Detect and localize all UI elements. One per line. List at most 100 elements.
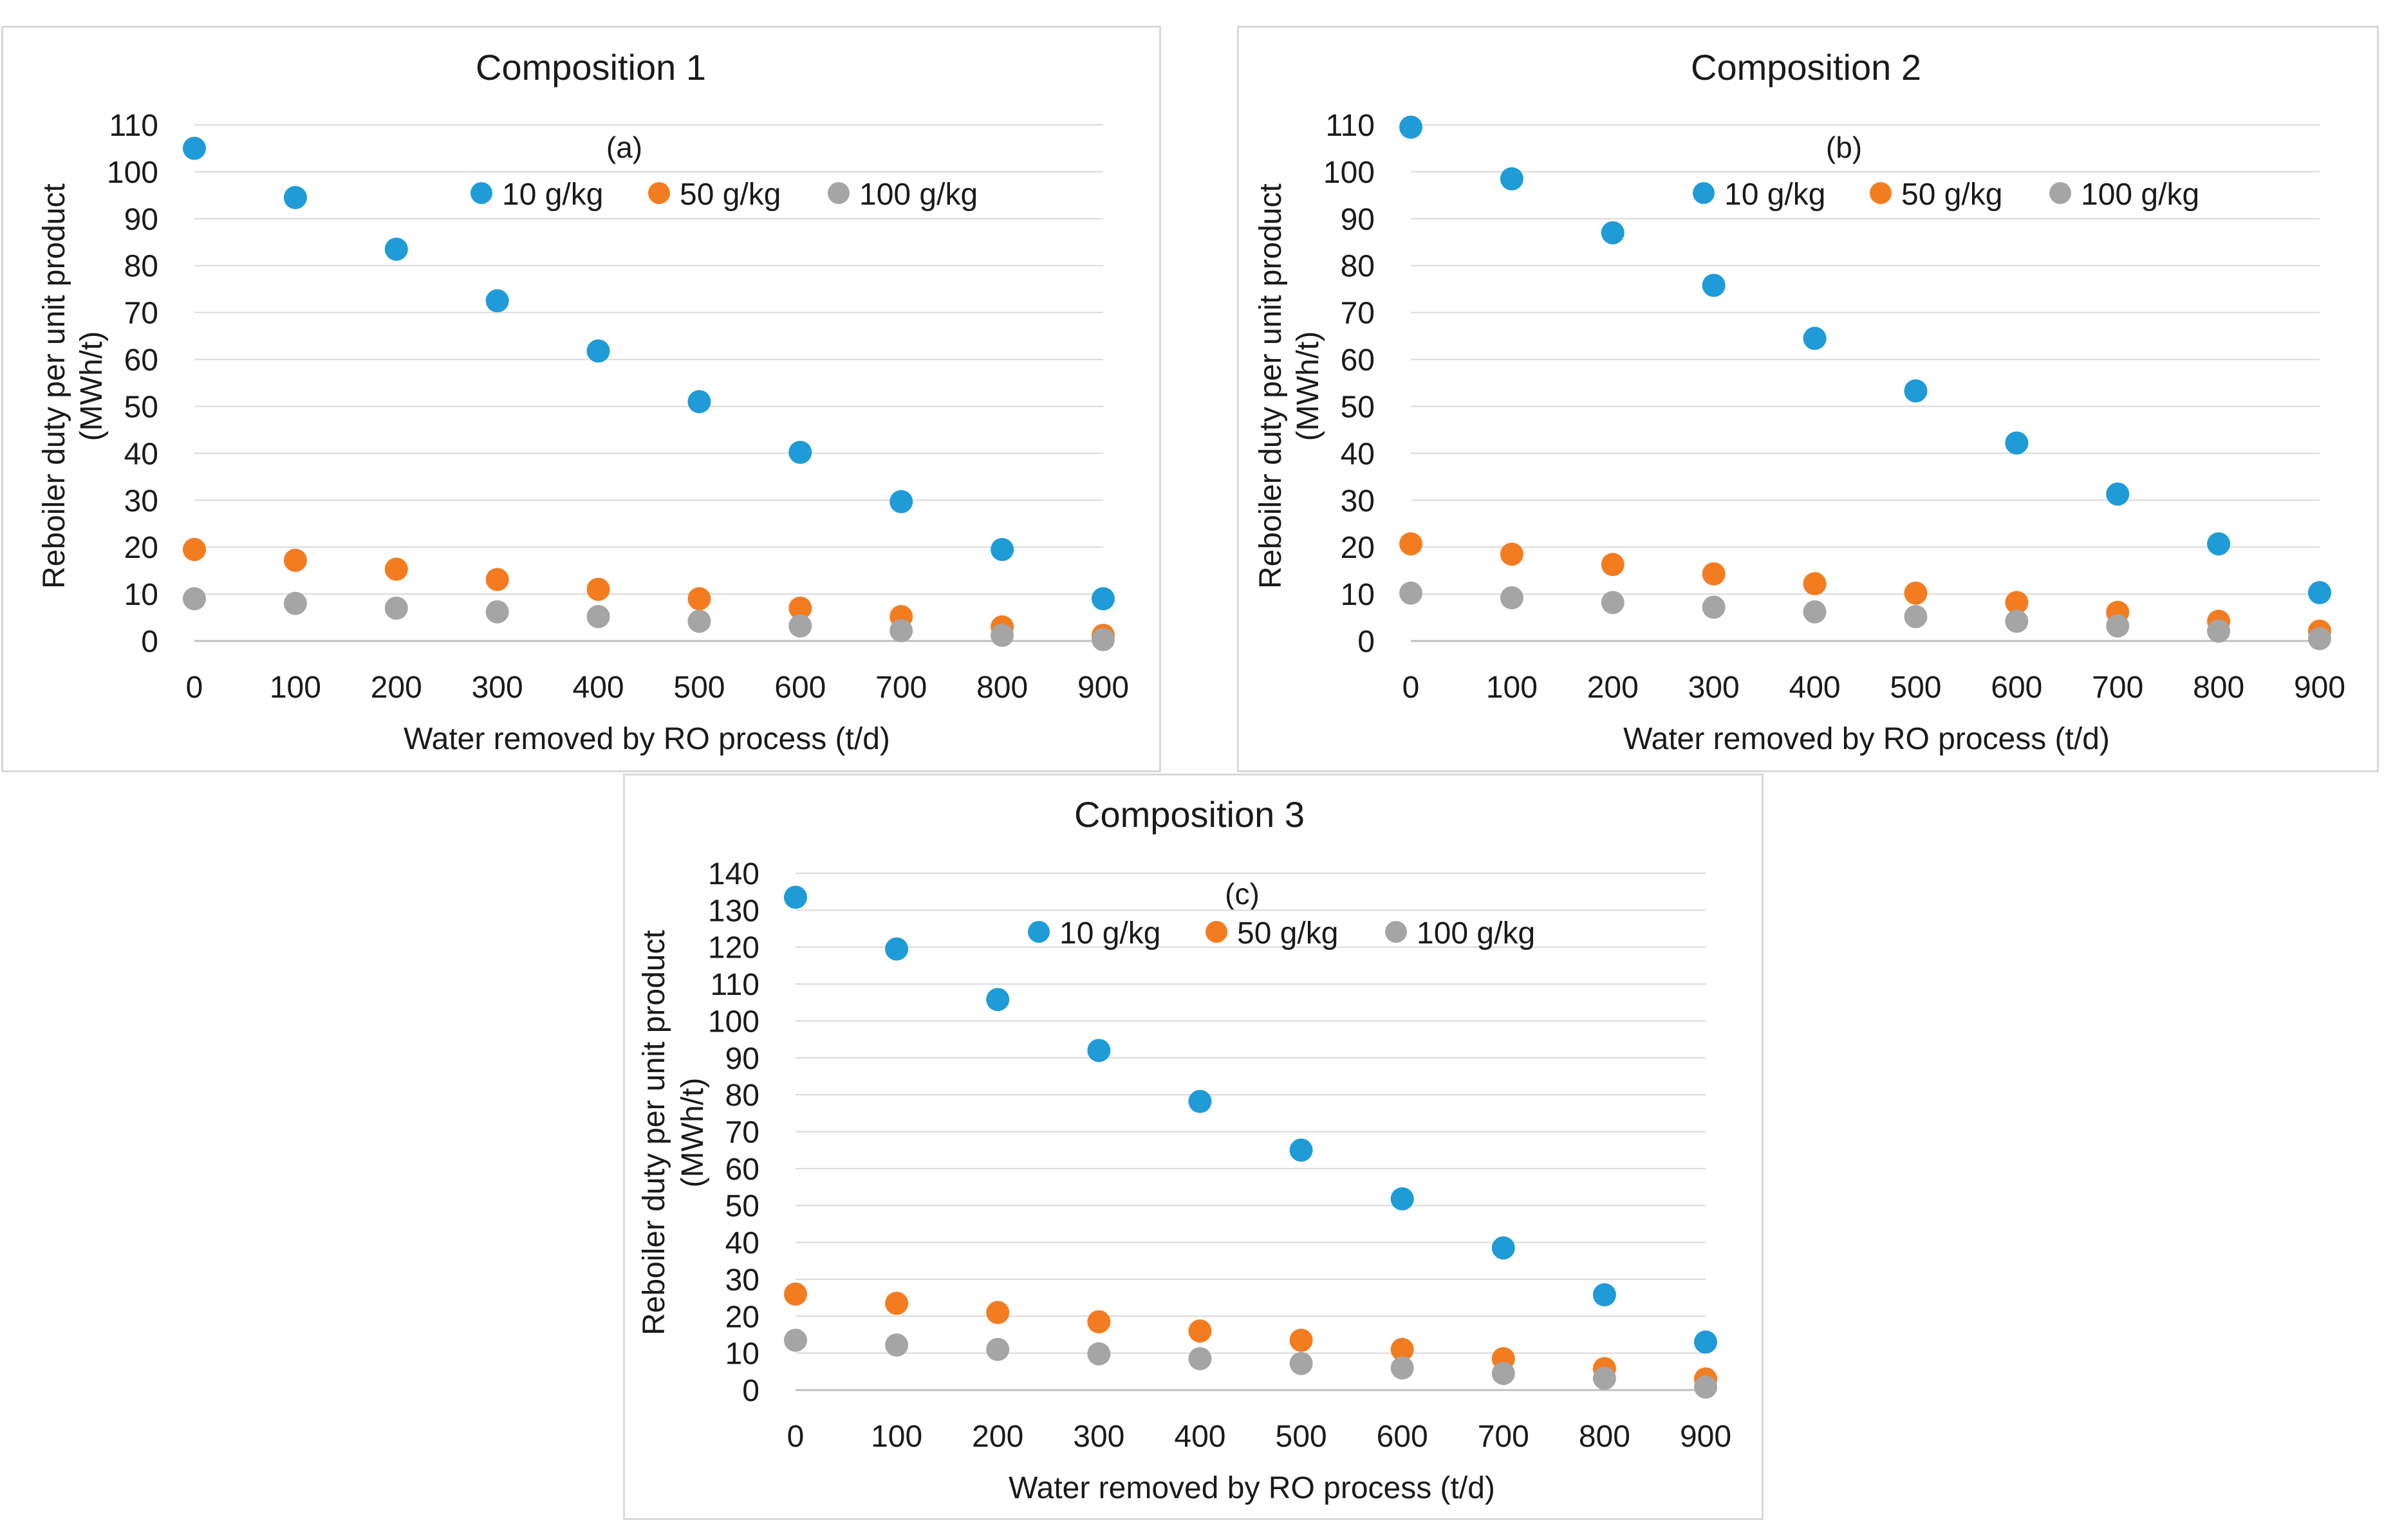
data-point — [1702, 274, 1726, 297]
data-point — [2106, 482, 2130, 506]
legend: 10 g/kg 50 g/kg 100 g/kg — [470, 178, 978, 212]
data-point — [384, 237, 408, 261]
legend-marker — [2049, 182, 2071, 204]
y-axis-unit: (MWh/t) — [1291, 331, 1325, 441]
x-axis-ticks: 0 100 200 300 400 500 600 700 800 900 — [787, 1420, 1731, 1454]
data-point — [986, 1337, 1010, 1361]
x-tick-label: 100 — [871, 1420, 922, 1454]
data-point — [586, 577, 610, 601]
legend-label: 50 g/kg — [1901, 178, 2002, 212]
data-point — [2308, 627, 2331, 651]
legend-label: 50 g/kg — [1237, 916, 1338, 951]
data-point — [784, 1328, 807, 1352]
x-tick-label: 900 — [1680, 1420, 1731, 1454]
data-point — [1702, 562, 1726, 586]
panel-label: (c) — [1225, 877, 1260, 911]
y-tick-label: 20 — [124, 531, 158, 565]
data-point — [1092, 627, 1115, 651]
data-point — [1188, 1347, 1212, 1371]
data-point — [1399, 532, 1422, 556]
legend-marker — [828, 182, 850, 204]
y-tick-label: 80 — [124, 250, 158, 284]
x-tick-label: 0 — [186, 671, 203, 705]
data-point — [788, 440, 812, 464]
legend-marker — [648, 182, 670, 204]
x-tick-label: 800 — [976, 671, 1028, 705]
y-tick-label: 120 — [708, 931, 759, 965]
x-axis-ticks: 0 100 200 300 400 500 600 700 800 900 — [186, 671, 1129, 705]
y-tick-label: 30 — [1341, 484, 1375, 518]
y-tick-label: 100 — [1323, 156, 1375, 190]
panel-label: (a) — [606, 131, 642, 164]
data-point — [183, 537, 206, 561]
data-point — [183, 136, 206, 160]
data-point — [1087, 1039, 1111, 1062]
y-tick-label: 80 — [1341, 250, 1375, 284]
data-point — [788, 614, 812, 638]
data-point — [986, 1301, 1010, 1324]
data-point — [1289, 1138, 1313, 1162]
data-point — [1500, 586, 1523, 609]
x-axis-label: Water removed by RO process (t/d) — [1623, 722, 2110, 756]
y-axis-label: Reboiler duty per unit product — [37, 183, 71, 589]
x-tick-label: 800 — [2193, 671, 2244, 705]
data-point — [687, 609, 711, 633]
data-point — [1694, 1330, 1717, 1354]
x-axis-label: Water removed by RO process (t/d) — [404, 722, 890, 756]
data-point — [586, 339, 610, 363]
data-point — [885, 1333, 909, 1357]
y-tick-label: 140 — [708, 857, 759, 891]
legend: 10 g/kg 50 g/kg 100 g/kg — [1028, 916, 1535, 951]
y-tick-label: 90 — [1341, 203, 1375, 237]
data-point — [1904, 581, 1928, 605]
x-axis-label: Water removed by RO process (t/d) — [1009, 1471, 1495, 1505]
chart-grid — [1411, 124, 2320, 642]
data-point — [485, 289, 509, 313]
y-tick-label: 50 — [1341, 390, 1375, 424]
x-tick-label: 900 — [1077, 671, 1129, 705]
x-axis-ticks: 0 100 200 300 400 500 600 700 800 900 — [1402, 671, 2345, 705]
x-tick-label: 600 — [1377, 1420, 1428, 1454]
data-point — [1188, 1090, 1212, 1113]
data-points — [183, 136, 1115, 651]
x-tick-label: 0 — [1402, 671, 1420, 705]
data-point — [687, 587, 711, 611]
data-point — [283, 548, 307, 572]
y-tick-label: 0 — [1357, 625, 1375, 659]
data-point — [1803, 600, 1827, 624]
data-point — [1399, 581, 1422, 605]
chart-grid — [194, 124, 1103, 642]
chart-title: Composition 3 — [1074, 794, 1305, 835]
x-tick-label: 200 — [972, 1420, 1023, 1454]
y-tick-label: 10 — [1341, 578, 1375, 612]
data-point — [485, 600, 509, 624]
x-tick-label: 800 — [1579, 1420, 1630, 1454]
data-point — [1390, 1187, 1414, 1211]
y-tick-label: 110 — [1325, 109, 1375, 143]
data-point — [1188, 1319, 1212, 1343]
data-point — [2308, 580, 2331, 604]
y-tick-label: 110 — [710, 968, 759, 1002]
y-axis-ticks: 0 10 20 30 40 50 60 70 80 90 100 110 — [107, 109, 158, 659]
x-tick-label: 300 — [1073, 1420, 1124, 1454]
data-point — [889, 490, 913, 514]
data-point — [1601, 553, 1625, 577]
legend-label: 10 g/kg — [502, 178, 603, 212]
y-tick-label: 100 — [107, 156, 158, 190]
x-tick-label: 900 — [2294, 671, 2345, 705]
data-point — [183, 587, 206, 611]
y-tick-label: 50 — [725, 1189, 759, 1223]
y-tick-label: 70 — [124, 297, 158, 331]
x-tick-label: 700 — [1478, 1420, 1529, 1454]
x-tick-label: 100 — [270, 671, 321, 705]
y-tick-label: 80 — [725, 1079, 759, 1113]
x-tick-label: 300 — [472, 671, 523, 705]
data-point — [1803, 572, 1827, 596]
data-point — [784, 886, 807, 909]
chart-grid — [796, 873, 1706, 1391]
legend-label: 100 g/kg — [1417, 916, 1535, 951]
y-tick-label: 70 — [1341, 297, 1375, 331]
data-point — [1399, 115, 1422, 139]
legend-marker — [1385, 921, 1407, 943]
